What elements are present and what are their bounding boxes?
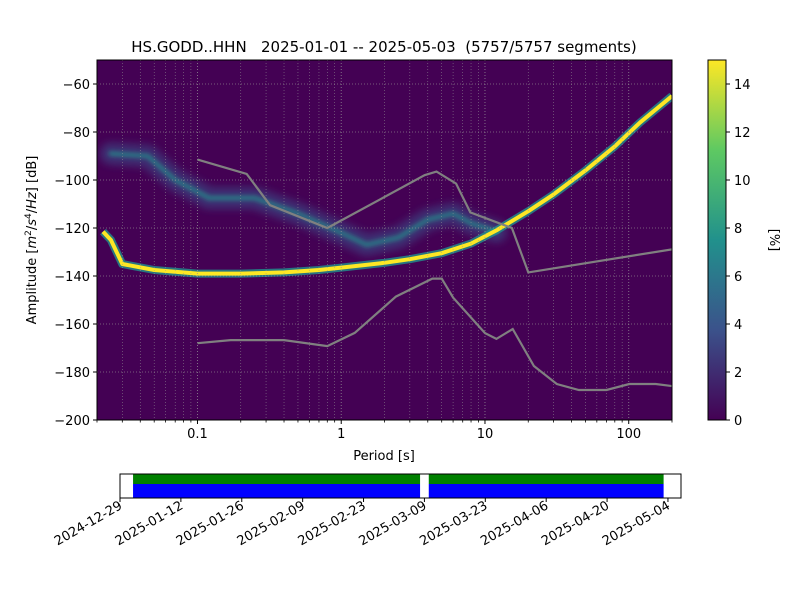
x-axis-label: Period [s] <box>353 449 415 464</box>
grid-lines <box>97 60 672 420</box>
timeline-tick-label: 2025-04-20 <box>539 498 612 549</box>
y-tick-label: −80 <box>63 126 90 141</box>
x-tick-label: 0.1 <box>187 427 208 442</box>
x-axis: 0.1 1 10 100 <box>96 420 673 442</box>
colorbar-label: [%] <box>766 229 781 252</box>
timeline-tick-label: 2025-04-06 <box>478 498 551 549</box>
colorbar-tick-label: 4 <box>734 318 742 333</box>
timeline-bars <box>133 474 664 498</box>
colorbar-gradient <box>707 59 727 421</box>
timeline-tick-label: 2025-02-09 <box>235 498 308 549</box>
x-tick-label: 1 <box>337 427 345 442</box>
plot-area <box>96 59 673 421</box>
y-tick-label: −180 <box>54 366 90 381</box>
data-availability-bar <box>133 484 421 498</box>
y-axis: −60 −80 −100 −120 −140 −160 −180 −200 <box>54 78 97 429</box>
timeline-tick-label: 2025-03-09 <box>356 498 429 549</box>
y-tick-label: −160 <box>54 318 90 333</box>
colorbar: 0 2 4 6 8 10 12 14 [%] <box>707 59 781 429</box>
colorbar-tick-label: 14 <box>734 78 751 93</box>
y-tick-label: −60 <box>63 78 90 93</box>
psd-segment-bar <box>133 474 421 484</box>
y-tick-label: −140 <box>54 270 90 285</box>
y-tick-label: −120 <box>54 222 90 237</box>
colorbar-tick-label: 8 <box>734 222 742 237</box>
psd-segment-bar <box>428 474 664 484</box>
timeline-tick-label: 2024-12-29 <box>52 498 125 549</box>
timeline-frame <box>119 473 682 499</box>
colorbar-ticks: 0 2 4 6 8 10 12 14 <box>726 78 751 429</box>
timeline-tick-label: 2025-01-26 <box>174 498 247 549</box>
timeline-ticks: 2024-12-292025-01-122025-01-262025-02-09… <box>52 498 673 549</box>
data-availability-bar <box>428 484 664 498</box>
colorbar-tick-label: 0 <box>734 414 742 429</box>
chart-title: HS.GODD..HHN 2025-01-01 -- 2025-05-03 (5… <box>131 38 636 56</box>
timeline-tick-label: 2025-02-23 <box>296 498 369 549</box>
timeline-tick-label: 2025-05-04 <box>600 498 673 549</box>
y-tick-label: −100 <box>54 174 90 189</box>
timeline-tick-label: 2025-03-23 <box>417 498 490 549</box>
psd-mode-curve <box>101 94 672 276</box>
colorbar-tick-label: 12 <box>734 126 751 141</box>
low-noise-model-line <box>197 277 672 392</box>
colorbar-tick-label: 10 <box>734 174 751 189</box>
colorbar-tick-label: 6 <box>734 270 742 285</box>
y-axis-label: Amplitude [m2/s4/Hz] [dB] <box>24 156 40 325</box>
x-tick-label: 10 <box>477 427 494 442</box>
high-noise-model-line <box>197 158 672 274</box>
colorbar-tick-label: 2 <box>734 366 742 381</box>
timeline: 2024-12-292025-01-122025-01-262025-02-09… <box>52 473 682 549</box>
noise-models <box>197 158 672 392</box>
x-tick-label: 100 <box>616 427 641 442</box>
y-tick-label: −200 <box>54 414 90 429</box>
timeline-tick-label: 2025-01-12 <box>113 498 186 549</box>
